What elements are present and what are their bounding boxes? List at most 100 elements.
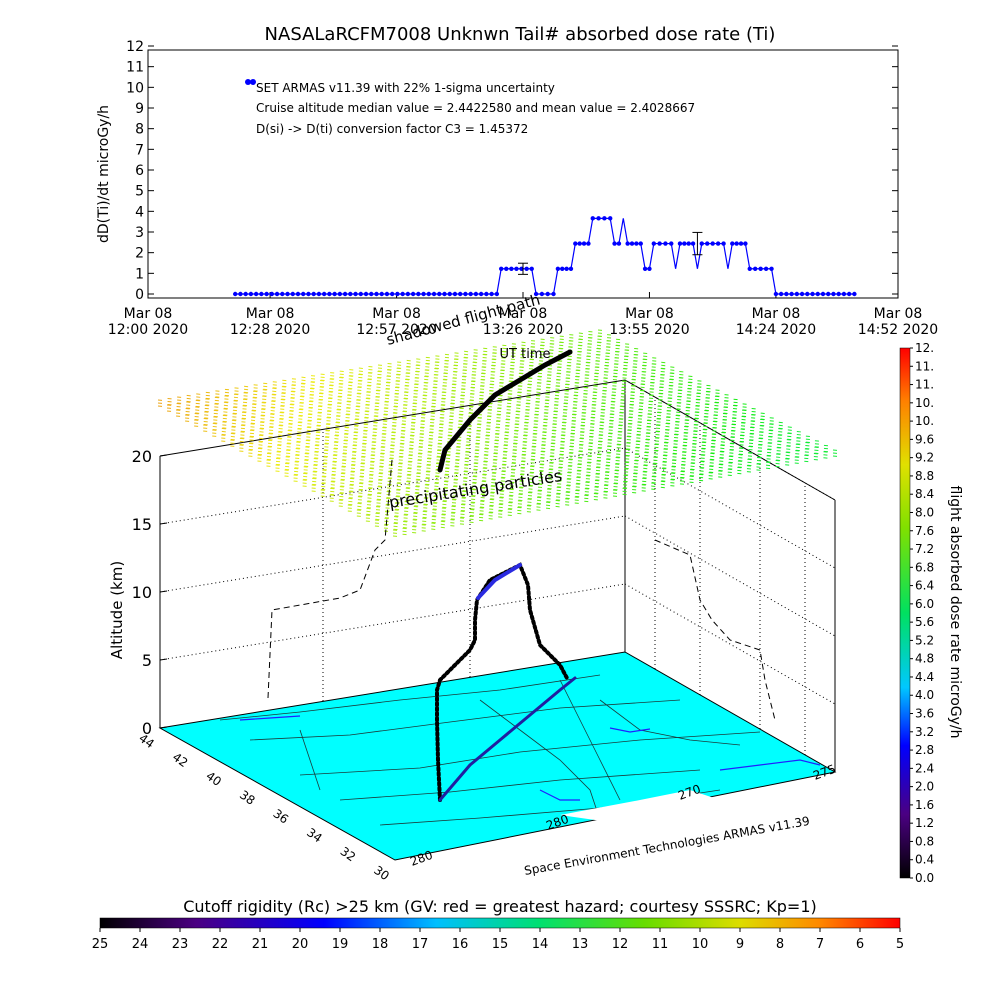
dose-point bbox=[734, 241, 739, 246]
dose-point bbox=[826, 291, 831, 297]
x-axis-label: UT time bbox=[500, 347, 551, 362]
z-axis-label: Altitude (km) bbox=[108, 561, 126, 659]
dose-colorbar-tick-label: 10. bbox=[915, 414, 934, 428]
x-tick-label: 12:00 2020 bbox=[108, 322, 188, 338]
dose-point bbox=[730, 241, 735, 246]
dose-point bbox=[416, 291, 421, 297]
dose-point bbox=[337, 291, 343, 297]
z-tick bbox=[159, 726, 168, 729]
x-tick-label: 12:57 2020 bbox=[356, 322, 436, 338]
dose-point bbox=[690, 241, 696, 246]
dose-point bbox=[295, 291, 301, 297]
rc-colorbar-gradient bbox=[99, 917, 901, 929]
z-tick-label: 20 bbox=[132, 447, 152, 466]
dose-point bbox=[290, 291, 295, 297]
latitude-tick-label: 30 bbox=[371, 863, 392, 883]
dose-colorbar-tick-label: 12. bbox=[915, 341, 934, 355]
dose-point bbox=[533, 291, 539, 297]
z-tick bbox=[159, 590, 168, 593]
dose-point bbox=[831, 291, 836, 297]
dose-point bbox=[752, 266, 758, 271]
dose-colorbar-tick-label: 7.6 bbox=[915, 524, 934, 538]
dose-colorbar-tick-label: 1.6 bbox=[915, 798, 934, 812]
y-tick-label: 7 bbox=[135, 142, 144, 158]
dose-point bbox=[529, 266, 534, 271]
x-tick-label: Mar 08 bbox=[625, 306, 674, 322]
dose-point bbox=[452, 291, 458, 297]
rc-colorbar-tick-label: 11 bbox=[652, 937, 669, 952]
rc-colorbar-tick-label: 21 bbox=[252, 937, 269, 952]
dose-point bbox=[447, 291, 452, 297]
z-tick bbox=[159, 454, 168, 457]
dose-point bbox=[285, 291, 290, 297]
dose-point bbox=[248, 291, 254, 297]
x-tick-label: Mar 08 bbox=[246, 306, 295, 322]
dose-point bbox=[478, 291, 484, 297]
dose-point bbox=[280, 291, 285, 297]
rc-colorbar-ticks: 25 24 23 22 21 20 19 18 17 16 15 14 13 12 11 10 9 8 7 6 5 bbox=[92, 928, 904, 952]
dose-colorbar-tick-label: 3.6 bbox=[915, 707, 934, 721]
flight-path-descent bbox=[438, 676, 577, 802]
dose-colorbar-tick-label: 8.4 bbox=[915, 487, 934, 501]
legend-line-2: Cruise altitude median value = 2.4422580… bbox=[256, 101, 695, 115]
dose-point bbox=[539, 291, 545, 297]
y-tick-label: 8 bbox=[135, 122, 144, 138]
dose-point bbox=[353, 291, 358, 297]
dose-colorbar-tick-label: 2.0 bbox=[915, 780, 934, 794]
x-tick-label: Mar 08 bbox=[499, 306, 548, 322]
y-tick-label: 3 bbox=[135, 225, 144, 241]
dose-colorbar-tick-label: 5.2 bbox=[915, 633, 934, 647]
chart-title: NASALaRCFM7008 Unknwn Tail# absorbed dos… bbox=[265, 24, 776, 45]
dose-colorbar-tick-label: 6.8 bbox=[915, 560, 934, 574]
dose-colorbar-ticks: 0.0 0.4 0.8 1.2 1.6 2.0 2.4 2.8 3.2 3.6 4.0 4.4 4.8 5… bbox=[910, 341, 934, 885]
dose-colorbar-tick-label: 9.2 bbox=[915, 451, 934, 465]
dose-point bbox=[269, 291, 275, 297]
y-tick-label: 6 bbox=[135, 163, 144, 179]
dose-point bbox=[489, 291, 494, 297]
dose-point bbox=[784, 291, 789, 297]
dose-point bbox=[625, 241, 630, 246]
dose-point bbox=[747, 266, 752, 271]
rc-colorbar-tick-label: 20 bbox=[292, 937, 309, 952]
dose-point bbox=[555, 266, 561, 271]
dose-colorbar-tick-label: 10. bbox=[915, 396, 934, 410]
y-tick-label: 9 bbox=[135, 101, 144, 117]
latitude-tick-label: 32 bbox=[338, 844, 359, 864]
dose-point bbox=[794, 291, 800, 297]
dose-point bbox=[836, 291, 841, 297]
dose-colorbar-tick-label: 8.0 bbox=[915, 505, 934, 519]
dose-colorbar-tick-label: 6.0 bbox=[915, 597, 934, 611]
dose-point bbox=[560, 266, 565, 271]
dose-point bbox=[509, 266, 514, 271]
dose-point bbox=[253, 291, 259, 297]
dose-colorbar-label: flight absorbed dose rate microGy/h bbox=[947, 486, 963, 739]
y-tick-label: 10 bbox=[126, 80, 144, 96]
dose-point bbox=[810, 291, 815, 297]
y-tick-label: 11 bbox=[126, 60, 144, 76]
dose-point bbox=[789, 291, 794, 297]
dose-colorbar-tick-label: 0.0 bbox=[915, 871, 934, 885]
dose-point bbox=[629, 241, 635, 246]
latitude-tick-label: 42 bbox=[170, 750, 191, 770]
dose-point bbox=[395, 291, 400, 297]
x-tick-label: 14:52 2020 bbox=[858, 322, 938, 338]
dose-point bbox=[577, 241, 582, 246]
dose-point bbox=[710, 241, 715, 246]
x-tick-label: Mar 08 bbox=[124, 306, 173, 322]
z-tick bbox=[159, 522, 168, 525]
dose-point bbox=[405, 291, 411, 297]
dose-point bbox=[568, 266, 574, 271]
y-tick-label: 2 bbox=[135, 246, 144, 262]
dose-point bbox=[581, 241, 587, 246]
legend-line-3: D(si) -> D(ti) conversion factor C3 = 1.… bbox=[256, 122, 528, 136]
dose-colorbar-tick-label: 8.8 bbox=[915, 469, 934, 483]
dose-point bbox=[238, 291, 243, 297]
altitude-gridlines bbox=[159, 379, 836, 755]
x-tick-label: 12:28 2020 bbox=[230, 322, 310, 338]
dose-point bbox=[421, 291, 426, 297]
z-tick-label: 10 bbox=[132, 583, 152, 602]
dose-point bbox=[524, 266, 529, 271]
